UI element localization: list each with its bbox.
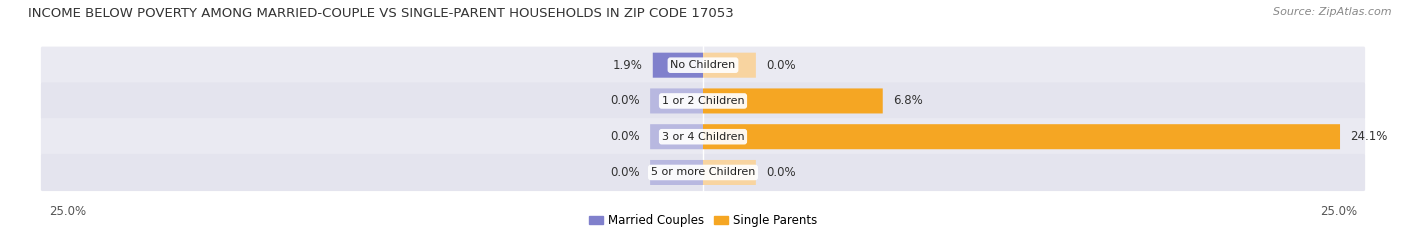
Legend: Married Couples, Single Parents: Married Couples, Single Parents	[589, 214, 817, 227]
FancyBboxPatch shape	[41, 154, 1365, 191]
FancyBboxPatch shape	[650, 160, 703, 185]
Text: INCOME BELOW POVERTY AMONG MARRIED-COUPLE VS SINGLE-PARENT HOUSEHOLDS IN ZIP COD: INCOME BELOW POVERTY AMONG MARRIED-COUPL…	[28, 7, 734, 20]
FancyBboxPatch shape	[652, 53, 703, 78]
Text: Source: ZipAtlas.com: Source: ZipAtlas.com	[1274, 7, 1392, 17]
Text: 0.0%: 0.0%	[766, 166, 796, 179]
Text: 24.1%: 24.1%	[1351, 130, 1388, 143]
FancyBboxPatch shape	[703, 89, 883, 113]
FancyBboxPatch shape	[41, 82, 1365, 120]
Text: 25.0%: 25.0%	[49, 205, 86, 218]
FancyBboxPatch shape	[703, 124, 1340, 149]
Text: 1 or 2 Children: 1 or 2 Children	[662, 96, 744, 106]
FancyBboxPatch shape	[650, 124, 703, 149]
FancyBboxPatch shape	[41, 118, 1365, 155]
Text: 5 or more Children: 5 or more Children	[651, 168, 755, 178]
Text: No Children: No Children	[671, 60, 735, 70]
Text: 0.0%: 0.0%	[766, 59, 796, 72]
FancyBboxPatch shape	[703, 160, 756, 185]
FancyBboxPatch shape	[703, 53, 756, 78]
Text: 0.0%: 0.0%	[610, 94, 640, 107]
Text: 25.0%: 25.0%	[1320, 205, 1357, 218]
Text: 3 or 4 Children: 3 or 4 Children	[662, 132, 744, 142]
Text: 0.0%: 0.0%	[610, 166, 640, 179]
FancyBboxPatch shape	[650, 89, 703, 113]
FancyBboxPatch shape	[41, 47, 1365, 84]
Text: 0.0%: 0.0%	[610, 130, 640, 143]
Text: 1.9%: 1.9%	[613, 59, 643, 72]
Text: 6.8%: 6.8%	[893, 94, 924, 107]
